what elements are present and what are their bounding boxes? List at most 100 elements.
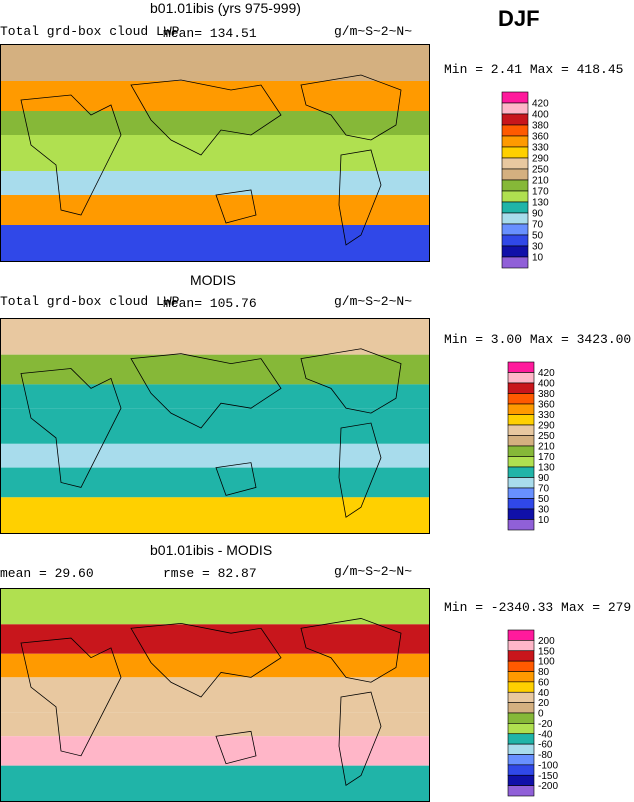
colorbar-swatch-6 [501, 157, 529, 170]
colorbar-label-14: 10 [538, 515, 550, 526]
colorbar-swatch-3 [507, 393, 535, 405]
colorbar-label-1: 150 [538, 646, 555, 657]
lat-band-3 [1, 677, 429, 713]
panel-1-mean: mean= 134.51 [163, 26, 257, 41]
lat-band-2 [1, 384, 429, 409]
coastline-1 [130, 353, 282, 429]
colorbar-swatch-4 [507, 671, 535, 683]
colorbar-label-10: 90 [532, 209, 544, 220]
coastline-1 [130, 79, 282, 156]
colorbar-swatch-13 [507, 498, 535, 510]
colorbar-label-11: 70 [538, 484, 550, 495]
coastline-0 [20, 368, 122, 488]
colorbar-swatch-14 [507, 508, 535, 520]
colorbar-swatch-8 [507, 712, 535, 724]
colorbar-label-11: 70 [532, 220, 544, 231]
coastline-3 [338, 691, 382, 786]
colorbar-label-9: 130 [538, 463, 555, 474]
colorbar-swatch-0 [501, 91, 529, 104]
colorbar-swatch-7 [501, 168, 529, 181]
colorbar-label-5: 40 [538, 688, 550, 699]
colorbar-label-0: 420 [538, 368, 555, 379]
colorbar-label-6: 250 [532, 165, 549, 176]
panel-1-map [0, 44, 430, 262]
colorbar-label-1: 400 [538, 379, 555, 390]
lat-band-3 [1, 135, 429, 171]
colorbar-label-14: -200 [538, 781, 558, 792]
lat-band-1 [1, 624, 429, 654]
colorbar-label-7: 0 [538, 709, 544, 720]
colorbar-label-4: 330 [532, 143, 549, 154]
coastline-3 [338, 422, 382, 518]
panel-2-minmax: Min = 3.00 Max = 3423.00 [444, 332, 632, 347]
panel-3-minmax: Min = -2340.33 Max = 279.76 [444, 600, 634, 615]
lat-band-5 [1, 467, 429, 498]
colorbar-swatch-9 [507, 456, 535, 468]
colorbar-swatch-1 [507, 372, 535, 384]
colorbar-swatch-1 [501, 102, 529, 115]
colorbar-swatch-5 [507, 414, 535, 426]
colorbar-swatch-8 [507, 445, 535, 457]
colorbar-label-3: 80 [538, 667, 550, 678]
colorbar-label-7: 210 [538, 442, 555, 453]
colorbar-label-10: 90 [538, 473, 550, 484]
panel-2-map [0, 318, 430, 534]
lat-band-2 [1, 111, 429, 135]
colorbar-label-3: 360 [538, 400, 555, 411]
colorbar-swatch-5 [501, 146, 529, 159]
colorbar-swatch-6 [507, 424, 535, 436]
colorbar-swatch-10 [501, 201, 529, 214]
lat-band-4 [1, 443, 429, 468]
colorbar-label-9: 130 [532, 198, 549, 209]
season-label: DJF [498, 6, 540, 31]
panel-1-minmax: Min = 2.41 Max = 418.45 [444, 62, 624, 77]
colorbar-label-6: 20 [538, 698, 550, 709]
panel-1-variable: Total grd-box cloud LWP [0, 24, 180, 39]
colorbar-label-13: -150 [538, 771, 558, 782]
colorbar-label-11: -80 [538, 750, 553, 761]
colorbar-swatch-13 [501, 234, 529, 247]
colorbar-swatch-1 [507, 640, 535, 652]
coastline-4 [215, 189, 257, 224]
panel-2-mean: mean= 105.76 [163, 296, 257, 311]
colorbar-label-13: 30 [538, 505, 550, 516]
colorbar-label-12: 50 [532, 231, 544, 242]
colorbar-swatch-10 [507, 733, 535, 745]
colorbar-swatch-9 [507, 723, 535, 735]
colorbar-label-10: -60 [538, 740, 553, 751]
colorbar-label-8: 170 [538, 452, 555, 463]
colorbar-swatch-10 [507, 466, 535, 478]
lat-band-4 [1, 171, 429, 195]
lat-band-4 [1, 712, 429, 737]
lat-band-3 [1, 408, 429, 444]
colorbar-swatch-12 [501, 223, 529, 236]
lat-band-0 [1, 319, 429, 355]
lat-band-2 [1, 653, 429, 678]
colorbar-swatch-14 [507, 774, 535, 786]
colorbar-label-8: 170 [532, 187, 549, 198]
panel-3-units: g/m~S~2~N~ [334, 564, 413, 579]
coastline-4 [215, 730, 257, 765]
colorbar-swatch-15 [501, 256, 529, 269]
colorbar-label-2: 380 [532, 121, 549, 132]
colorbar-swatch-12 [507, 487, 535, 499]
colorbar-swatch-15 [507, 519, 535, 531]
panel-2-map-svg [1, 319, 429, 533]
colorbar-swatch-15 [507, 785, 535, 797]
colorbar-label-5: 290 [532, 154, 549, 165]
colorbar-label-1: 400 [532, 110, 549, 121]
colorbar-label-12: 50 [538, 494, 550, 505]
colorbar-swatch-0 [507, 629, 535, 641]
colorbar-swatch-8 [501, 179, 529, 192]
coastline-0 [20, 94, 122, 216]
colorbar-swatch-5 [507, 681, 535, 693]
panel-1-map-svg [1, 45, 429, 261]
panel-3-mean: mean = 29.60 [0, 566, 94, 581]
colorbar-swatch-11 [501, 212, 529, 225]
colorbar-swatch-2 [507, 650, 535, 662]
colorbar-label-2: 380 [538, 389, 555, 400]
colorbar-label-6: 250 [538, 431, 555, 442]
colorbar-swatch-3 [501, 124, 529, 137]
coastline-2 [300, 74, 402, 141]
